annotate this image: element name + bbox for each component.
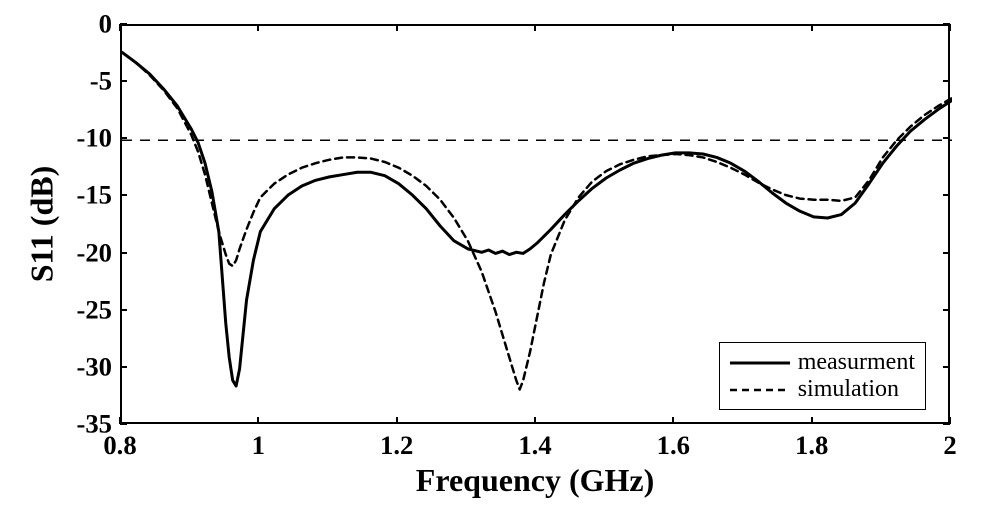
- xtick-label: 0.8: [103, 424, 136, 461]
- plot-area: measurmentsimulation: [120, 24, 950, 424]
- xtick-label: 1: [252, 424, 265, 461]
- x-axis-label: Frequency (GHz): [416, 462, 654, 499]
- legend: measurmentsimulation: [719, 342, 926, 410]
- legend-row: measurment: [730, 349, 915, 376]
- y-axis-label: S11 (dB): [24, 166, 61, 282]
- ytick-label: -30: [76, 351, 120, 382]
- s11-chart: measurmentsimulation S11 (dB) Frequency …: [0, 0, 1000, 512]
- xtick-label: 2: [943, 424, 956, 461]
- ytick-label: 0: [99, 9, 120, 40]
- xtick-label: 1.8: [795, 424, 828, 461]
- legend-sample: [730, 383, 790, 397]
- ytick-label: -20: [76, 237, 120, 268]
- ytick-label: -10: [76, 123, 120, 154]
- xtick-label: 1.2: [380, 424, 413, 461]
- legend-row: simulation: [730, 376, 915, 403]
- legend-label: measurment: [798, 349, 915, 376]
- xtick-label: 1.4: [518, 424, 551, 461]
- legend-sample: [730, 356, 790, 370]
- series-simulation: [122, 52, 952, 389]
- ytick-label: -5: [90, 66, 120, 97]
- xtick-label: 1.6: [657, 424, 690, 461]
- ytick-label: -25: [76, 294, 120, 325]
- ytick-label: -15: [76, 180, 120, 211]
- series-measurment: [122, 52, 952, 386]
- legend-label: simulation: [798, 376, 899, 403]
